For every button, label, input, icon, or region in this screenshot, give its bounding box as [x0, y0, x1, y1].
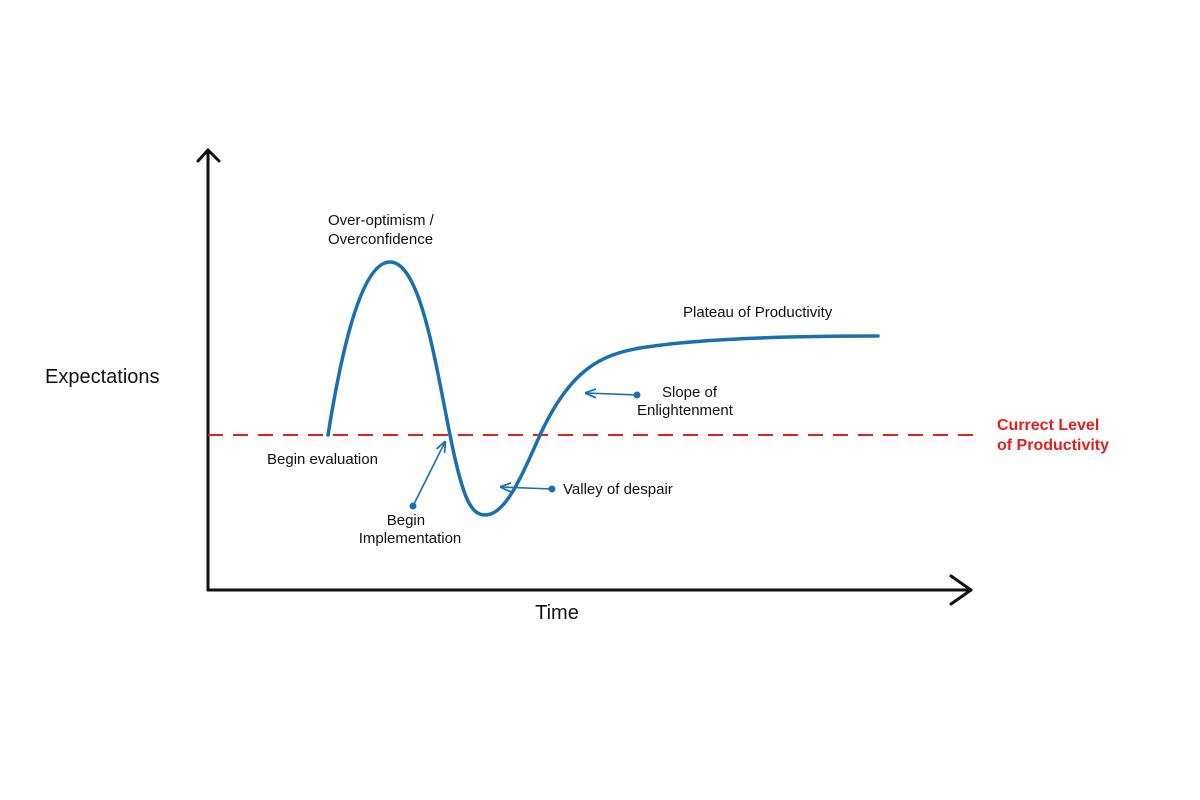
- dot: [409, 502, 417, 510]
- annotation: Plateau of Productivity: [683, 304, 833, 321]
- annotation-line: Overconfidence: [328, 231, 433, 248]
- annotation: Over-optimism / Overconfidence: [328, 212, 438, 248]
- reference-label-line: of Productivity: [997, 437, 1109, 454]
- annotation: Slope of Enlightenment: [637, 384, 734, 419]
- x-axis-label: Time: [535, 602, 579, 624]
- curve: [326, 260, 880, 517]
- reference-label: Currect Level of Productivity: [997, 417, 1109, 454]
- annotation: Begin evaluation: [267, 451, 378, 468]
- y-axis-label: Expectations: [45, 366, 160, 388]
- pointer-implementation: [412, 442, 445, 507]
- annotation-line: Slope of: [662, 384, 718, 401]
- annotation-line: Enlightenment: [637, 402, 734, 419]
- annotation: Begin Implementation: [359, 512, 462, 547]
- annotation-line: Begin: [387, 512, 425, 529]
- pointer-dots: [409, 391, 641, 510]
- annotation-line: Over-optimism /: [328, 212, 435, 229]
- annotation-line: Implementation: [359, 530, 462, 547]
- x-axis-arrow: [949, 574, 973, 606]
- dot: [548, 485, 556, 493]
- dot: [633, 391, 641, 399]
- annotation: Valley of despair: [563, 481, 673, 498]
- pointers: [412, 393, 638, 507]
- axes: [196, 148, 973, 606]
- reference-label-line: Currect Level: [997, 417, 1099, 434]
- y-axis-arrow: [196, 148, 221, 163]
- pointer-slope: [586, 393, 638, 395]
- pointer-valley: [501, 487, 553, 489]
